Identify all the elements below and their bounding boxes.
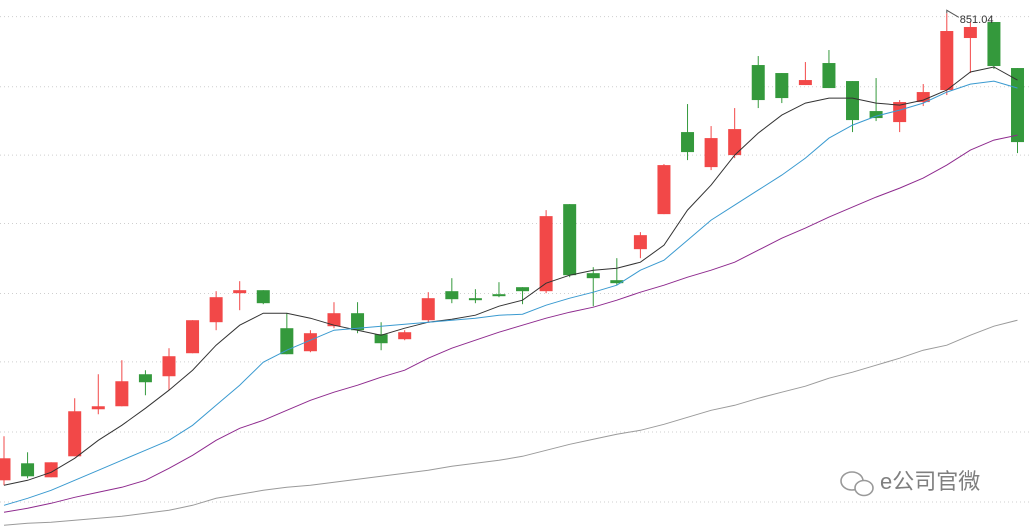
watermark: e公司官微 xyxy=(840,469,980,497)
candle-body xyxy=(1011,68,1025,143)
candle-body xyxy=(445,291,459,300)
candle-body xyxy=(516,287,530,292)
candle-body xyxy=(940,31,954,91)
candle-body xyxy=(327,313,341,327)
candle-body xyxy=(351,313,365,331)
candle-body xyxy=(846,81,860,121)
candle-body xyxy=(657,165,671,215)
candle-body xyxy=(256,290,270,304)
candle-body xyxy=(563,204,577,276)
moving-average-line xyxy=(3,80,1018,506)
candle-body xyxy=(115,381,129,407)
candle-body xyxy=(186,320,200,354)
candle-body xyxy=(91,406,105,410)
moving-average-line xyxy=(3,319,1018,526)
candle-body xyxy=(822,63,836,89)
candle-body xyxy=(916,92,930,103)
candle-body xyxy=(586,273,600,279)
candle-body xyxy=(798,80,812,86)
candle-body xyxy=(775,73,789,99)
candle-body xyxy=(610,280,624,284)
moving-average-line xyxy=(3,66,1018,486)
candle-body xyxy=(21,463,35,477)
candle-body xyxy=(138,374,152,383)
candle-body xyxy=(492,294,506,297)
candle-body xyxy=(869,111,883,119)
candle-body xyxy=(468,298,482,301)
candle-body xyxy=(704,138,718,168)
candle-body xyxy=(539,216,553,292)
moving-average-line xyxy=(3,134,1018,513)
candle-body xyxy=(681,132,695,153)
candle-body xyxy=(68,411,82,457)
candle-body xyxy=(893,102,907,123)
candle-body xyxy=(209,297,223,323)
candle-body xyxy=(398,332,412,340)
candle-body xyxy=(0,458,11,481)
candle-body xyxy=(303,333,317,352)
candle-body xyxy=(233,290,247,294)
candle-body xyxy=(280,328,294,355)
candle-body xyxy=(374,334,388,344)
watermark-text: e公司官微 xyxy=(880,469,980,494)
candle-body xyxy=(421,298,435,321)
max-label: 851.04 xyxy=(960,14,994,26)
watermark-icon xyxy=(854,479,874,497)
candle-body xyxy=(162,356,176,377)
candle-body xyxy=(751,65,765,101)
candle-body xyxy=(987,22,1001,67)
candle-body xyxy=(963,27,977,39)
candle-body xyxy=(728,129,742,156)
annotation-pointer xyxy=(946,9,960,18)
candle-body xyxy=(633,235,647,250)
